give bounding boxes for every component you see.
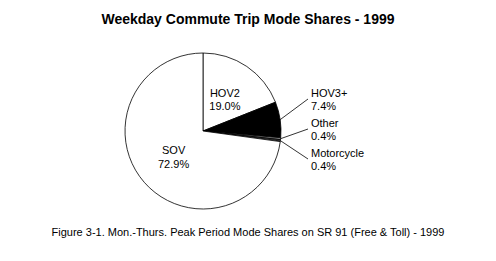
svg-text:Other0.4%: Other0.4% — [311, 117, 339, 142]
html-text:Figure 3-1. Mon.-Thurs. Peak P: Figure 3-1. Mon.-Thurs. Peak Period Mode… — [51, 226, 445, 238]
svg-text:SOV72.9%: SOV72.9% — [158, 144, 189, 169]
svg-text:Motorcycle0.4%: Motorcycle0.4% — [311, 147, 364, 172]
svg-text:HOV3+7.4%: HOV3+7.4% — [311, 87, 347, 112]
svg-text:HOV219.0%: HOV219.0% — [209, 87, 240, 112]
html-text:Weekday Commute Trip Mode Shar: Weekday Commute Trip Mode Shares - 1999 — [101, 11, 395, 27]
